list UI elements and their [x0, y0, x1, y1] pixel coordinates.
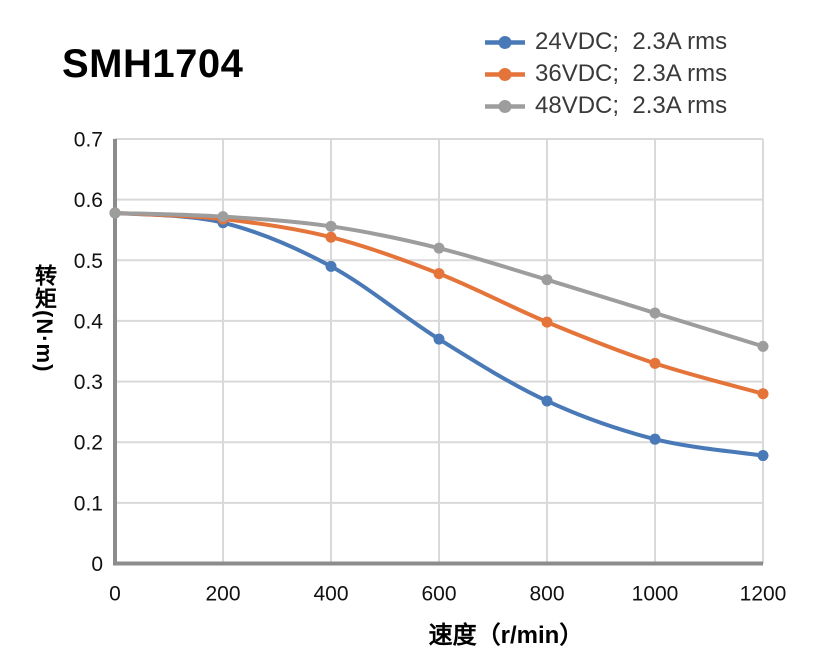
- data-point-36vdc: [541, 316, 553, 328]
- y-tick-label: 0.1: [74, 492, 103, 515]
- legend-item-24vdc: 24VDC; 2.3A rms: [484, 26, 727, 58]
- y-tick-label: 0.2: [74, 432, 103, 455]
- data-point-36vdc: [325, 231, 337, 243]
- x-tick-label: 1200: [740, 583, 787, 606]
- x-tick-label: 400: [313, 583, 348, 606]
- data-point-24vdc: [541, 395, 553, 407]
- data-point-48vdc: [217, 211, 229, 223]
- y-tick-label: 0.7: [74, 129, 103, 152]
- data-point-36vdc: [757, 388, 769, 400]
- legend-label: 36VDC; 2.3A rms: [535, 60, 728, 87]
- x-tick-label: 200: [205, 583, 240, 606]
- data-point-24vdc: [649, 433, 661, 445]
- data-point-48vdc: [757, 340, 769, 352]
- legend-label: 24VDC; 2.3A rms: [535, 28, 728, 55]
- data-point-48vdc: [541, 274, 553, 286]
- legend-marker-icon: [485, 99, 525, 113]
- legend-item-36vdc: 36VDC; 2.3A rms: [484, 58, 727, 90]
- legend-marker-icon: [485, 67, 525, 81]
- y-tick-label: 0.3: [74, 371, 103, 394]
- x-tick-label: 1000: [632, 583, 679, 606]
- data-point-48vdc: [649, 307, 661, 319]
- y-tick-label: 0: [91, 553, 103, 576]
- y-tick-label: 0.4: [74, 310, 104, 333]
- y-tick-label: 0.6: [74, 189, 103, 212]
- x-tick-label: 800: [529, 583, 564, 606]
- chart-title: SMH1704: [62, 42, 244, 86]
- data-point-48vdc: [325, 220, 337, 232]
- data-point-36vdc: [649, 357, 661, 369]
- data-point-36vdc: [433, 268, 445, 280]
- y-tick-label: 0.5: [74, 250, 103, 273]
- x-tick-label: 600: [421, 583, 456, 606]
- legend-item-48vdc: 48VDC; 2.3A rms: [484, 90, 727, 122]
- y-axis-title: 转矩(N·m): [32, 264, 57, 373]
- x-axis-title: 速度（r/min）: [428, 622, 584, 649]
- data-point-24vdc: [433, 333, 445, 345]
- data-point-24vdc: [757, 450, 769, 462]
- legend-marker-icon: [485, 35, 525, 49]
- legend-label: 48VDC; 2.3A rms: [535, 92, 728, 119]
- x-tick-label: 0: [109, 583, 121, 606]
- data-point-48vdc: [433, 242, 445, 254]
- data-point-48vdc: [109, 207, 121, 219]
- data-point-24vdc: [325, 260, 337, 272]
- legend: 24VDC; 2.3A rms 36VDC; 2.3A rms 48VDC; 2.3…: [484, 26, 727, 122]
